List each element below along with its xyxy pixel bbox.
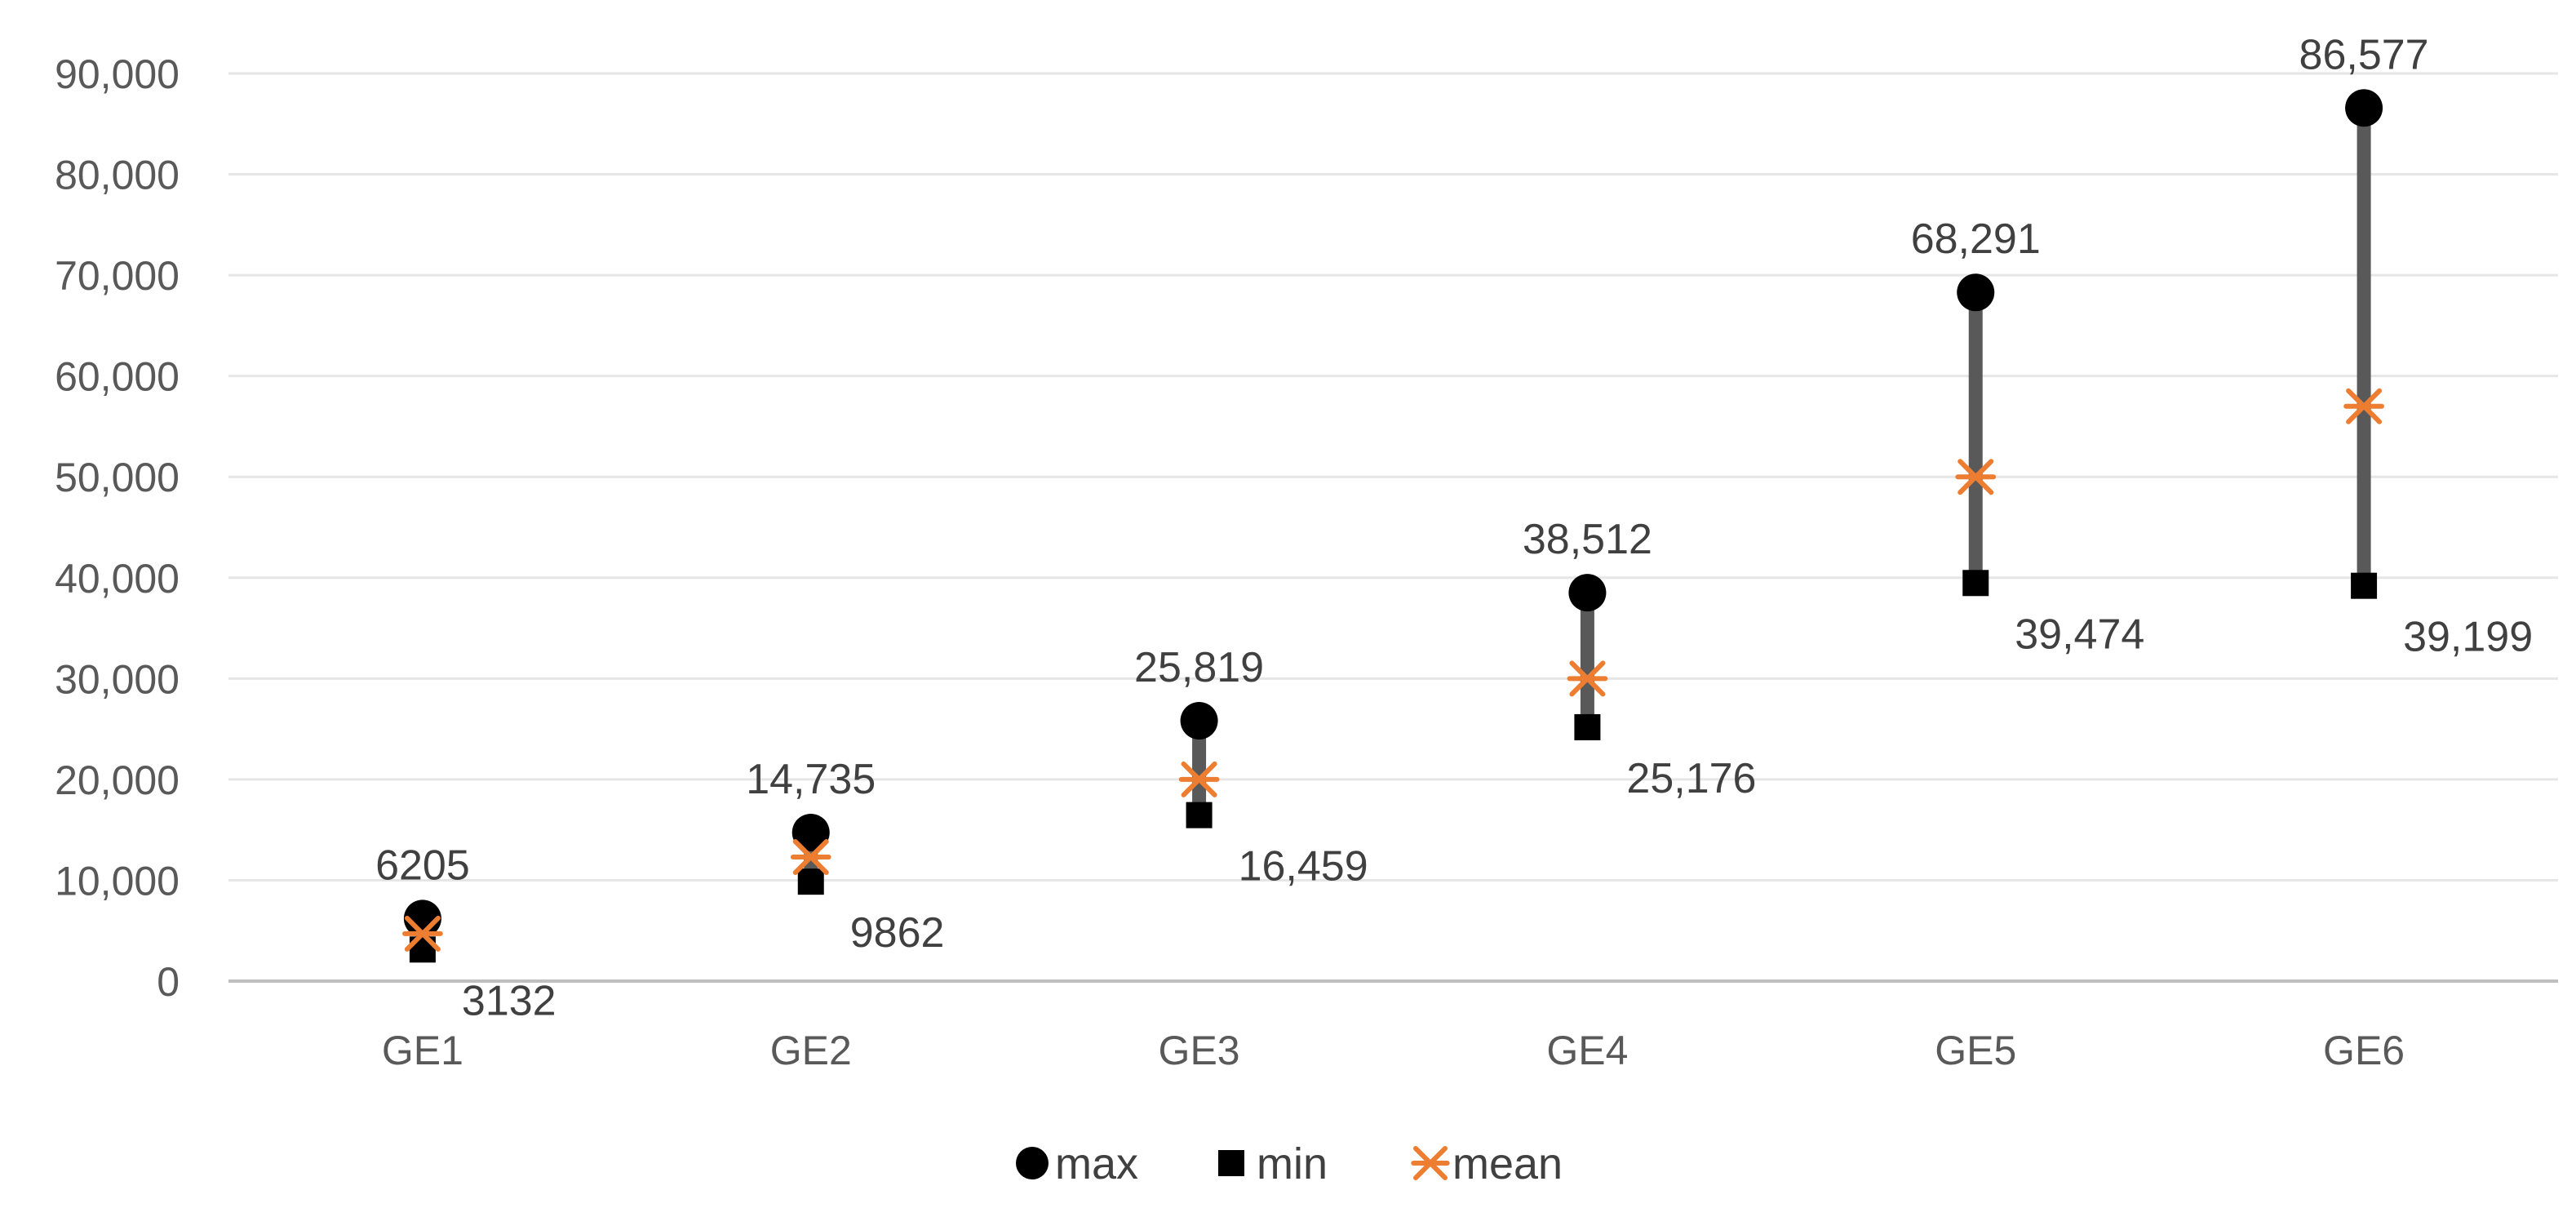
data-labels: 6205 14,735 25,819 38,512 68,291 86,577 3132 98… [375, 31, 2533, 1024]
max-marker [2345, 89, 2383, 127]
legend-min-marker [1218, 1150, 1244, 1176]
y-tick-label: 10,000 [55, 858, 180, 904]
x-tick-label: GE3 [1159, 1028, 1240, 1073]
min-data-label: 39,474 [2015, 611, 2144, 658]
range-lines [415, 108, 2371, 950]
min-data-label: 25,176 [1626, 755, 1756, 802]
min-marker [2351, 572, 2378, 599]
min-data-label: 16,459 [1239, 843, 1368, 891]
y-tick-label: 50,000 [55, 455, 180, 500]
data-marks [402, 89, 2384, 963]
mean-marker [1955, 459, 1997, 495]
y-tick-label: 90,000 [55, 51, 180, 97]
legend-min-label: min [1257, 1139, 1328, 1188]
max-data-label: 6205 [375, 842, 470, 889]
mean-marker [1178, 761, 1220, 797]
legend-mean-marker [1411, 1146, 1450, 1180]
x-tick-label: GE1 [382, 1028, 463, 1073]
max-marker [1568, 574, 1607, 612]
y-tick-label: 20,000 [55, 757, 180, 803]
y-tick-label: 70,000 [55, 253, 180, 299]
mean-marker [790, 839, 831, 876]
mean-marker [2343, 388, 2384, 424]
max-data-label: 14,735 [746, 756, 876, 803]
x-tick-label: GE4 [1546, 1028, 1628, 1073]
y-tick-label: 40,000 [55, 556, 180, 602]
max-data-label: 25,819 [1134, 644, 1264, 691]
max-marker [1180, 701, 1218, 740]
y-tick-label: 80,000 [55, 153, 180, 198]
x-tick-label: GE2 [770, 1028, 852, 1073]
max-data-label: 38,512 [1523, 516, 1652, 563]
min-marker [1574, 713, 1601, 740]
x-tick-label: GE6 [2323, 1028, 2405, 1073]
x-axis: GE1 GE2 GE3 GE4 GE5 GE6 [228, 979, 2558, 1073]
max-data-label: 68,291 [1911, 215, 2041, 263]
max-marker [403, 899, 441, 938]
legend-mean-label: mean [1452, 1139, 1563, 1188]
min-marker [1186, 802, 1213, 828]
mean-marker [402, 915, 443, 952]
legend-max-label: max [1055, 1139, 1138, 1188]
min-data-label: 3132 [462, 977, 556, 1024]
min-data-label: 9862 [850, 909, 945, 957]
grid-lines [228, 72, 2558, 882]
x-tick-label: GE5 [1935, 1028, 2016, 1073]
max-marker [1957, 273, 1995, 312]
y-tick-label: 30,000 [55, 656, 180, 702]
y-axis-ticks: 0 10,000 20,000 30,000 40,000 50,000 60,000 70,… [55, 51, 180, 1005]
max-marker [791, 813, 830, 851]
min-marker [1962, 570, 1989, 597]
min-data-label: 39,199 [2403, 614, 2533, 661]
y-tick-label: 0 [157, 959, 180, 1005]
max-data-label: 86,577 [2299, 31, 2429, 78]
mean-marker [1567, 660, 1608, 697]
min-marker [797, 868, 824, 895]
legend-max-marker [1016, 1147, 1049, 1179]
legend: max min mean [1016, 1139, 1563, 1188]
y-tick-label: 60,000 [55, 354, 180, 400]
